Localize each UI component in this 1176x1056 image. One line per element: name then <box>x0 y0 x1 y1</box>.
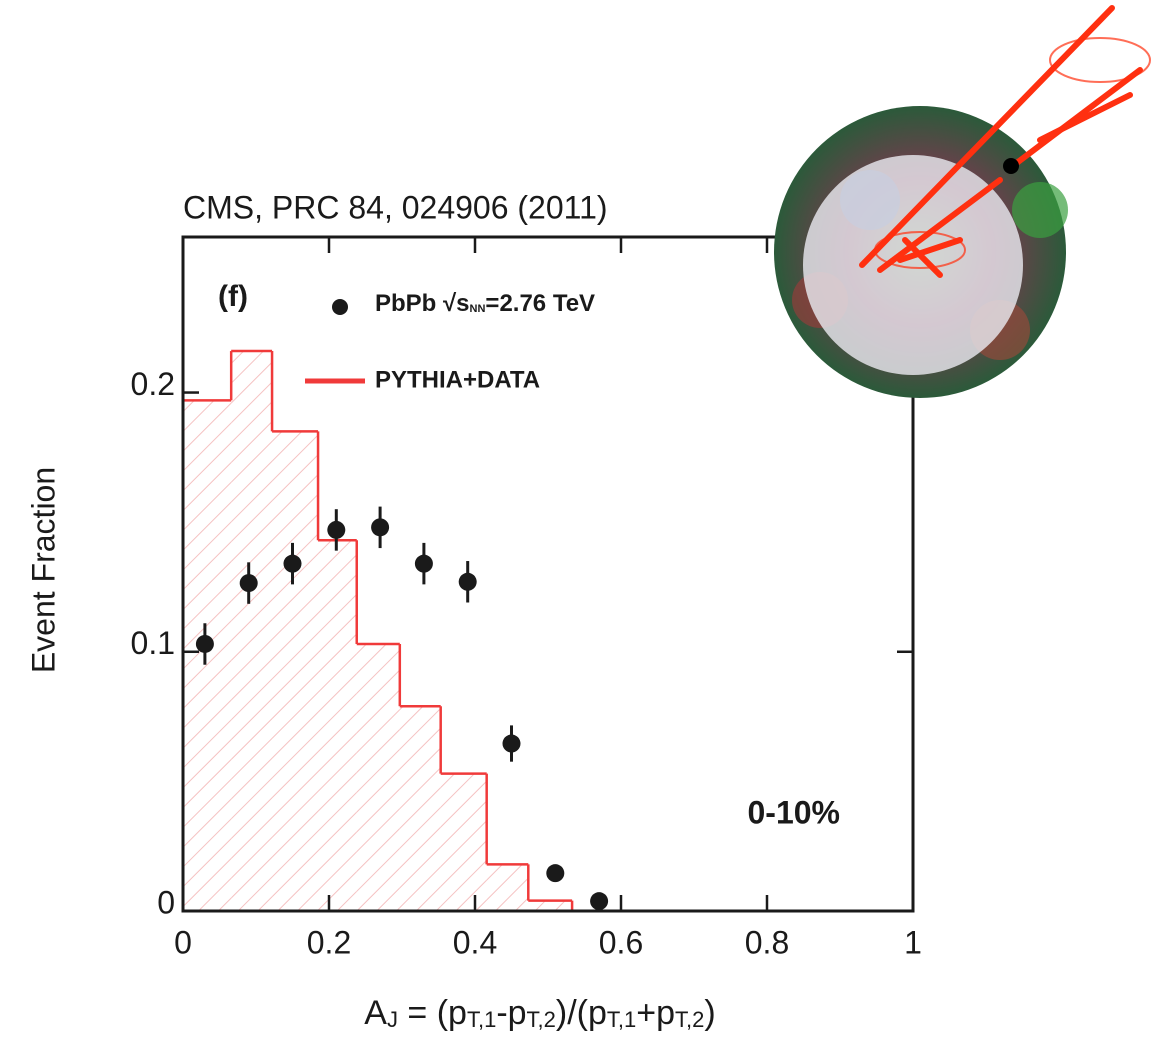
x-tick-label: 1 <box>904 924 922 960</box>
x-axis-label-part: ) <box>704 994 715 1032</box>
histogram-fill <box>399 706 441 911</box>
histogram-fill <box>356 643 400 911</box>
y-tick-label: 0.1 <box>131 625 175 661</box>
x-axis-label-part: -p <box>496 994 526 1032</box>
data-point <box>458 572 477 591</box>
annotation: 0-10% <box>748 794 841 830</box>
x-axis-label-part: T,2 <box>675 1007 704 1032</box>
y-tick-label: 0.2 <box>131 366 175 402</box>
x-tick-label: 0.6 <box>599 924 643 960</box>
data-point <box>414 554 433 573</box>
x-axis-label-part: T,2 <box>527 1007 556 1032</box>
legend-label: PYTHIA+DATA <box>375 366 540 393</box>
histogram-fill <box>272 431 319 911</box>
data-point <box>327 520 346 539</box>
x-axis-label-part: )/(p <box>556 994 607 1032</box>
legend-label-part: =2.76 TeV <box>485 290 595 317</box>
jet-illustration <box>774 5 1151 398</box>
x-axis-label-part: +p <box>636 994 675 1032</box>
x-axis-label-part: T,1 <box>467 1007 496 1032</box>
histogram-fill <box>440 773 487 911</box>
histogram-fill <box>528 900 573 911</box>
x-tick-label: 0.2 <box>307 924 351 960</box>
histogram-fill <box>183 400 232 911</box>
y-axis-label: Event Fraction <box>25 467 61 673</box>
data-point <box>239 574 258 593</box>
panel-label: (f) <box>218 280 248 313</box>
histogram-fill <box>231 351 273 911</box>
data-point <box>371 518 390 537</box>
x-axis-label-part: = (p <box>398 994 467 1032</box>
chart-title: CMS, PRC 84, 024906 (2011) <box>183 189 608 225</box>
data-point <box>590 892 609 911</box>
x-axis-label-part: A <box>364 994 387 1032</box>
legend-marker <box>332 299 348 315</box>
plot-frame <box>181 235 915 913</box>
histogram-fill <box>318 540 357 911</box>
legend-label-part: PbPb √s <box>375 290 470 317</box>
x-tick-label: 0 <box>174 924 192 960</box>
data-point <box>195 634 214 653</box>
x-axis-label-part: J <box>387 1007 398 1032</box>
y-tick-label: 0 <box>157 884 175 920</box>
legend-label: PbPb √sNN=2.76 TeV <box>375 290 595 317</box>
x-tick-label: 0.8 <box>745 924 789 960</box>
data-point <box>546 864 565 883</box>
histogram-fill <box>486 864 529 911</box>
data-point <box>283 554 302 573</box>
data-point <box>502 734 521 753</box>
x-axis-label-part: T,1 <box>607 1007 636 1032</box>
legend-label-part: NN <box>470 303 486 315</box>
x-tick-label: 0.4 <box>453 924 497 960</box>
x-axis-label: AJ = (pT,1-pT,2)/(pT,1+pT,2) <box>364 994 715 1032</box>
